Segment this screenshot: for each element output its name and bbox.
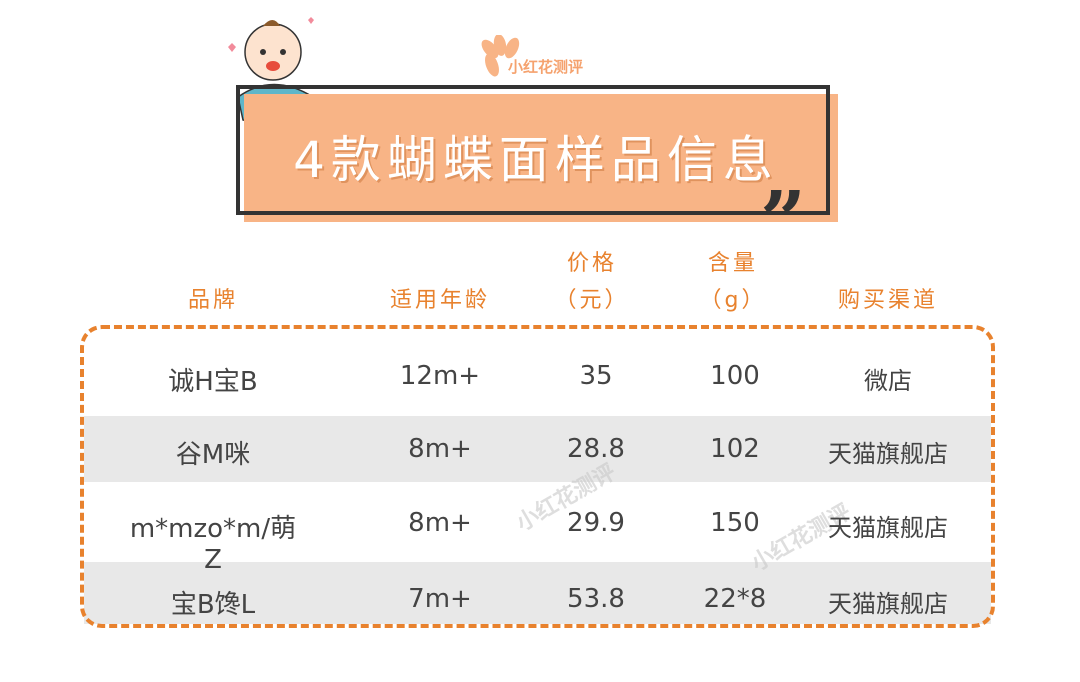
table-cell: 天猫旗舰店 <box>828 514 948 542</box>
column-header-price: 价格 （元） <box>554 251 630 313</box>
column-header-age: 适用年龄 <box>389 288 490 313</box>
quote-mark-icon: ” <box>760 173 807 267</box>
table-cell: 35 <box>579 361 613 391</box>
table-cell: m*mzo*m/萌Z <box>129 514 297 575</box>
row-bg-alt <box>84 562 991 624</box>
table-cell: 7m+ <box>408 584 472 614</box>
brand-logo <box>481 35 520 77</box>
table-cell: 100 <box>710 361 760 391</box>
table-cell: 8m+ <box>408 508 472 538</box>
table-cell: 谷M咪 <box>175 440 251 470</box>
table-cell: 宝B馋L <box>170 590 256 620</box>
column-header-channel: 购买渠道 <box>837 288 938 313</box>
title-banner-frame <box>236 85 830 215</box>
table-cell: 102 <box>710 434 760 464</box>
table-cell: 8m+ <box>408 434 472 464</box>
column-header-content: 含量 （g） <box>699 251 767 313</box>
table-cell: 53.8 <box>567 584 625 614</box>
column-header-brand: 品牌 <box>187 288 238 313</box>
table-cell: 12m+ <box>399 361 481 391</box>
table-cell: 天猫旗舰店 <box>828 590 948 618</box>
table-cell: 150 <box>710 508 760 538</box>
logo-text: 小红花测评 <box>508 58 584 76</box>
title-banner-fill <box>244 94 838 222</box>
row-bg-alt <box>84 416 991 482</box>
table-cell: 29.9 <box>567 508 625 538</box>
table-cell: 微店 <box>864 367 912 395</box>
table-cell: 天猫旗舰店 <box>828 440 948 468</box>
table-cell: 22*8 <box>703 584 767 614</box>
table-cell: 28.8 <box>567 434 625 464</box>
table-cell: 诚H宝B <box>168 367 258 397</box>
table-frame <box>80 325 995 628</box>
page-title: 4款蝴蝶面样品信息 <box>293 131 779 189</box>
